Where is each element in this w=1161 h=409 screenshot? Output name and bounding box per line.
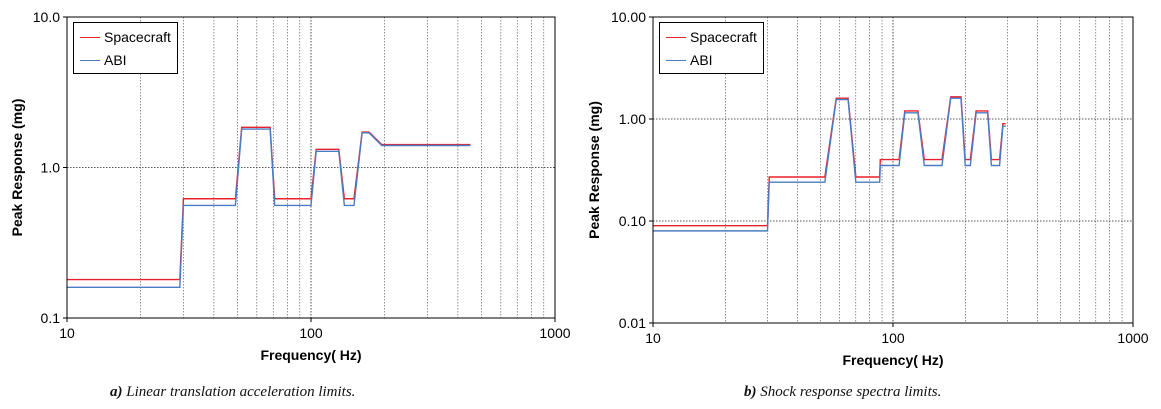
x-tick-label: 100 — [881, 330, 905, 346]
legend-item-spacecraft: Spacecraft — [660, 27, 757, 47]
series-line-abi — [653, 97, 1006, 232]
legend-label-spacecraft: Spacecraft — [104, 29, 171, 45]
legend-item-abi: ABI — [660, 50, 713, 70]
legend-label-abi: ABI — [104, 52, 127, 68]
legend-swatch-spacecraft — [666, 36, 686, 38]
legend-item-spacecraft: Spacecraft — [74, 27, 171, 47]
caption-a: a) Linear translation acceleration limit… — [110, 384, 355, 401]
caption-a-label: a) — [110, 384, 123, 400]
legend-label-abi: ABI — [690, 52, 713, 68]
legend-swatch-abi — [666, 59, 686, 61]
y-tick-label: 10.00 — [611, 9, 646, 25]
y-tick-label: 0.1 — [41, 310, 61, 326]
caption-b-label: b) — [744, 384, 757, 400]
series-line-abi — [67, 128, 471, 288]
x-tick-label: 1000 — [539, 325, 570, 341]
y-tick-label: 1.00 — [619, 111, 646, 127]
legend-item-abi: ABI — [74, 50, 127, 70]
chart-b-legend: Spacecraft ABI — [659, 22, 764, 74]
x-axis-label: Frequency( Hz) — [842, 352, 943, 368]
chart-a-legend: Spacecraft ABI — [73, 22, 178, 74]
y-axis-label: Peak Response (mg) — [9, 99, 25, 237]
y-axis-label: Peak Response (mg) — [586, 101, 602, 239]
chart-panel-b: 10 100 1000 0.01 0.10 1.00 10.00 Frequency( Hz)… — [580, 0, 1161, 409]
caption-b: b) Shock response spectra limits. — [744, 384, 941, 401]
x-tick-label: 10 — [645, 330, 661, 346]
caption-b-text: Shock response spectra limits. — [760, 384, 942, 400]
legend-label-spacecraft: Spacecraft — [690, 29, 757, 45]
legend-swatch-spacecraft — [80, 36, 100, 38]
legend-swatch-abi — [80, 59, 100, 61]
grid-lines — [653, 17, 1133, 323]
x-tick-label: 100 — [299, 325, 323, 341]
y-tick-label: 1.0 — [41, 160, 61, 176]
chart-panel-a: 10 100 1000 0.1 1.0 10.0 Frequency( Hz) Peak Re… — [0, 0, 580, 409]
x-tick-label: 1000 — [1117, 330, 1148, 346]
y-tick-label: 0.10 — [619, 213, 646, 229]
y-tick-label: 0.01 — [619, 315, 646, 331]
y-tick-label: 10.0 — [33, 9, 60, 25]
x-tick-label: 10 — [59, 325, 75, 341]
caption-a-text: Linear translation acceleration limits. — [126, 384, 356, 400]
x-axis-label: Frequency( Hz) — [260, 347, 361, 363]
chart-a-svg: 10 100 1000 0.1 1.0 10.0 Frequency( Hz) Peak Re… — [9, 9, 571, 363]
